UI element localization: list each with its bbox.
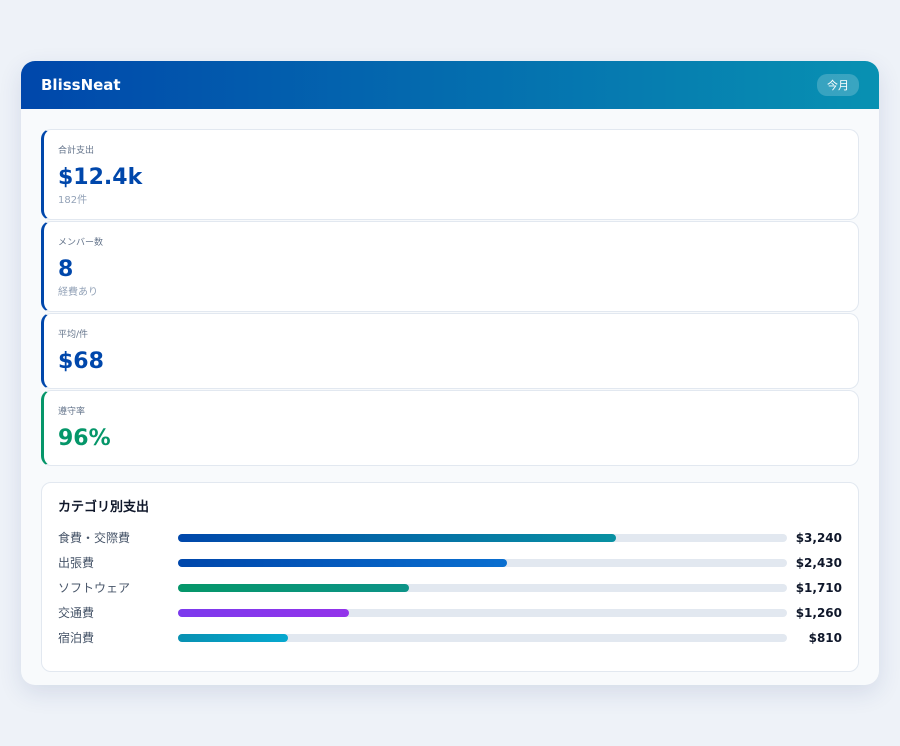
stat-card: 合計支出 $12.4k 182件 xyxy=(41,129,859,220)
value-label: $2,430 xyxy=(795,555,842,570)
stat-card: 平均/件 $68 xyxy=(41,313,859,389)
stat-value: $12.4k xyxy=(58,165,143,190)
value-label: $810 xyxy=(808,630,842,645)
category-row: 食費・交際費 $3,240 xyxy=(58,525,842,550)
stat-sub: 経費あり xyxy=(58,287,98,298)
period-badge[interactable]: 今月 xyxy=(817,74,859,96)
bar-track xyxy=(178,583,787,592)
category-row: ソフトウェア $1,710 xyxy=(58,575,842,600)
category-label: 交通費 xyxy=(58,606,95,620)
stat-value: 96% xyxy=(58,426,111,451)
value-label: $1,260 xyxy=(795,605,842,620)
bar-track xyxy=(178,633,787,642)
stat-label: 合計支出 xyxy=(58,146,95,156)
category-rows: 食費・交際費 $3,240 出張費 $2,430 ソフトウェア $1,710 交通費 $1,2… xyxy=(58,525,842,650)
value-label: $1,710 xyxy=(795,580,842,595)
category-label: 宿泊費 xyxy=(58,631,95,645)
bar-track xyxy=(178,533,787,542)
header: BlissNeat 今月 xyxy=(21,61,879,109)
bar-track xyxy=(178,608,787,617)
category-label: 出張費 xyxy=(58,556,95,570)
panel-title: カテゴリ別支出 xyxy=(58,500,150,515)
stat-label: 平均/件 xyxy=(58,330,89,340)
category-label: ソフトウェア xyxy=(58,581,131,595)
category-label: 食費・交際費 xyxy=(58,531,131,545)
stat-label: メンバー数 xyxy=(58,238,104,248)
category-row: 出張費 $2,430 xyxy=(58,550,842,575)
category-panel: カテゴリ別支出 食費・交際費 $3,240 出張費 $2,430 ソフトウェア $1,71… xyxy=(41,482,859,672)
bar xyxy=(178,558,507,567)
stat-card: メンバー数 8 経費あり xyxy=(41,221,859,312)
bar xyxy=(178,533,617,542)
bar xyxy=(178,583,410,592)
stat-value: 8 xyxy=(58,257,74,282)
bar xyxy=(178,633,288,642)
dashboard-card: BlissNeat 今月 合計支出 $12.4k 182件メンバー数 8 経費あり平均/… xyxy=(21,61,879,685)
stats: 合計支出 $12.4k 182件メンバー数 8 経費あり平均/件 $68 遵守率 96% xyxy=(41,129,859,466)
app-title: BlissNeat xyxy=(41,76,121,94)
value-label: $3,240 xyxy=(795,530,842,545)
stat-card: 遵守率 96% xyxy=(41,390,859,466)
bar-track xyxy=(178,558,787,567)
category-row: 宿泊費 $810 xyxy=(58,625,842,650)
stat-sub: 182件 xyxy=(58,195,88,206)
category-row: 交通費 $1,260 xyxy=(58,600,842,625)
bar xyxy=(178,608,349,617)
stat-value: $68 xyxy=(58,349,104,374)
stat-label: 遵守率 xyxy=(58,407,86,417)
